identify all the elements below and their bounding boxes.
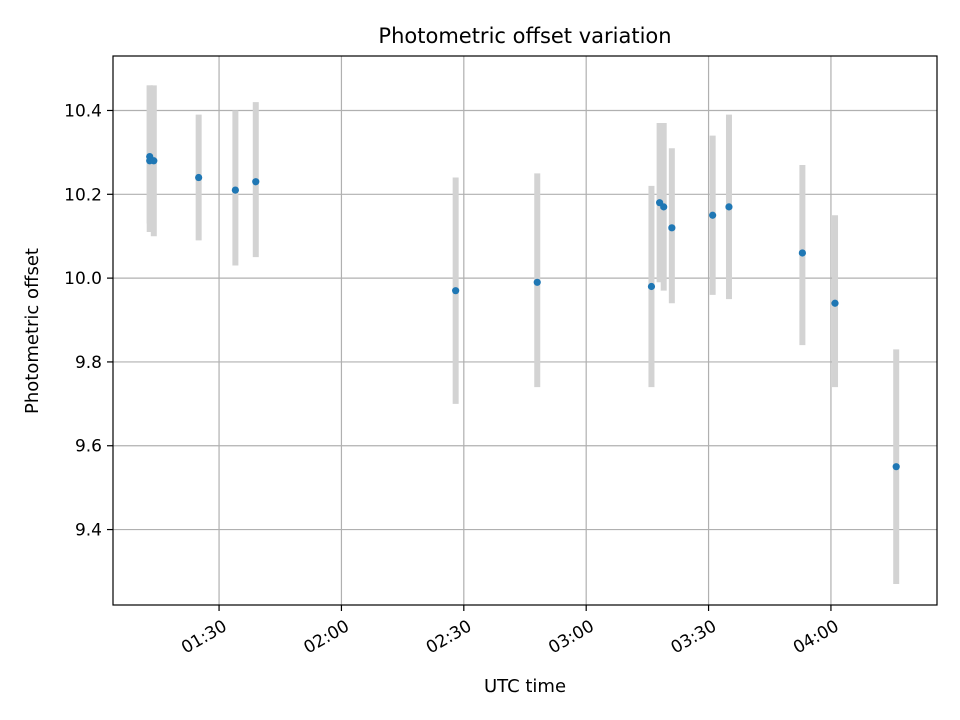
data-point — [452, 287, 460, 295]
y-tick-label: 9.6 — [75, 437, 102, 457]
y-tick-label: 9.8 — [75, 353, 102, 373]
y-axis-label: Photometric offset — [22, 248, 43, 414]
data-point — [831, 299, 839, 307]
data-point — [647, 282, 656, 291]
x-axis-label: UTC time — [484, 676, 566, 697]
data-point — [252, 178, 260, 186]
data-point — [150, 157, 158, 165]
data-point — [798, 249, 806, 257]
y-axis-ticks: 9.4 9.6 9.8 10.0 10.2 10.4 — [64, 101, 113, 541]
y-tick-label: 10.4 — [64, 101, 102, 121]
chart-title: Photometric offset variation — [378, 24, 671, 48]
plot-frame — [112, 55, 938, 606]
y-tick-label: 9.4 — [75, 521, 102, 541]
data-point — [709, 211, 717, 219]
data-point — [533, 278, 541, 286]
data-point — [195, 173, 203, 182]
y-tick-label: 10.0 — [64, 269, 102, 289]
y-tick-label: 10.2 — [64, 185, 102, 205]
data-point — [892, 463, 900, 471]
data-point — [231, 186, 239, 194]
data-point — [668, 224, 676, 232]
data-point — [660, 203, 668, 211]
data-points — [146, 152, 900, 471]
data-point — [725, 203, 733, 211]
